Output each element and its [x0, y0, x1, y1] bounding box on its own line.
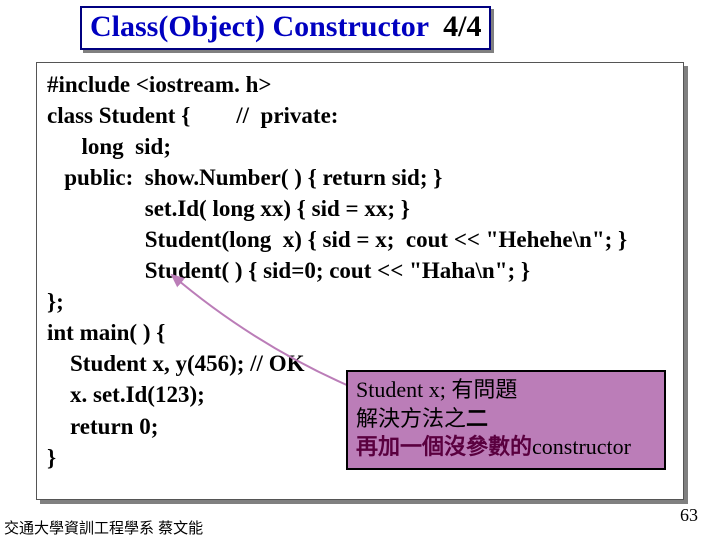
slide-title-sub: 4/4: [443, 10, 481, 43]
slide: Class(Object) Constructor 4/4 #include <…: [0, 0, 720, 540]
title-wrap: Class(Object) Constructor 4/4: [80, 6, 640, 50]
code-line: class Student { // private:: [47, 103, 338, 128]
page-number: 63: [680, 505, 698, 526]
callout-line-2: 解決方法之二: [356, 405, 656, 434]
code-line: set.Id( long xx) { sid = xx; }: [47, 196, 410, 221]
code-line: Student(long x) { sid = x; cout << "Hehe…: [47, 227, 627, 252]
code-line: }: [47, 445, 56, 470]
code-line: public: show.Number( ) { return sid; }: [47, 165, 442, 190]
footer-text: 交通大學資訓工程學系 蔡文能: [4, 517, 203, 538]
code-line: #include <iostream. h>: [47, 72, 272, 97]
code-line: Student( ) { sid=0; cout << "Haha\n"; }: [47, 258, 530, 283]
callout-line-3: 再加一個沒參數的constructor: [356, 433, 656, 462]
code-line: long sid;: [47, 134, 171, 159]
code-line: int main( ) {: [47, 320, 165, 345]
code-line: x. set.Id(123);: [47, 382, 205, 407]
code-line: Student x, y(456); // OK: [47, 351, 304, 376]
code-line: return 0;: [47, 414, 158, 439]
slide-title-box: Class(Object) Constructor 4/4: [80, 6, 491, 50]
callout-box: Student x; 有問題 解決方法之二 再加一個沒參數的constructo…: [346, 370, 666, 470]
callout-line-1: Student x; 有問題: [356, 376, 656, 405]
slide-title-main: Class(Object) Constructor: [90, 10, 429, 43]
code-line: };: [47, 289, 64, 314]
